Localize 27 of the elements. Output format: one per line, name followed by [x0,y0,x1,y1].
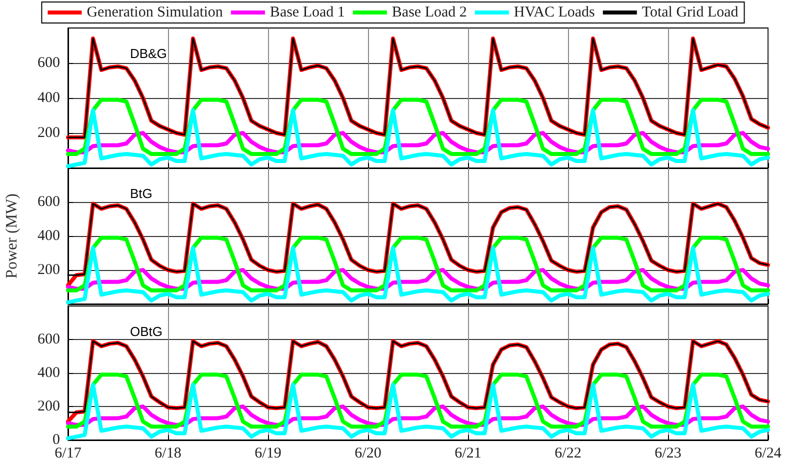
text: DB&G [130,46,167,61]
x-tick-label: 6/21 [454,446,482,462]
text: OBtG [130,324,163,339]
legend-label: Generation Simulation [86,4,224,20]
legend-label: Total Grid Load [642,4,739,20]
y-axis-title: Power (MW) [4,194,20,278]
y-tick-label: 200 [38,125,60,141]
y-tick-label: 0 [52,432,60,448]
x-tick-label: 6/20 [354,446,382,462]
text: BtG [130,186,152,201]
y-tick-label: 600 [38,332,60,348]
y-tick-label: 400 [38,228,60,244]
y-tick-label: 600 [38,194,60,210]
y-tick-label: 400 [38,90,60,106]
legend-label: Base Load 1 [270,4,345,20]
x-tick-label: 6/19 [254,446,282,462]
x-tick-label: 6/17 [54,446,82,462]
x-tick-label: 6/22 [554,446,582,462]
x-tick-label: 6/23 [654,446,682,462]
y-tick-label: 200 [38,262,60,278]
x-tick-label: 6/18 [154,446,182,462]
legend-label: Base Load 2 [392,4,467,20]
y-tick-label: 400 [38,365,60,381]
y-tick-label: 600 [38,55,60,71]
x-tick-label: 6/24 [754,446,782,462]
legend-label: HVAC Loads [514,4,596,20]
y-tick-label: 200 [38,398,60,414]
